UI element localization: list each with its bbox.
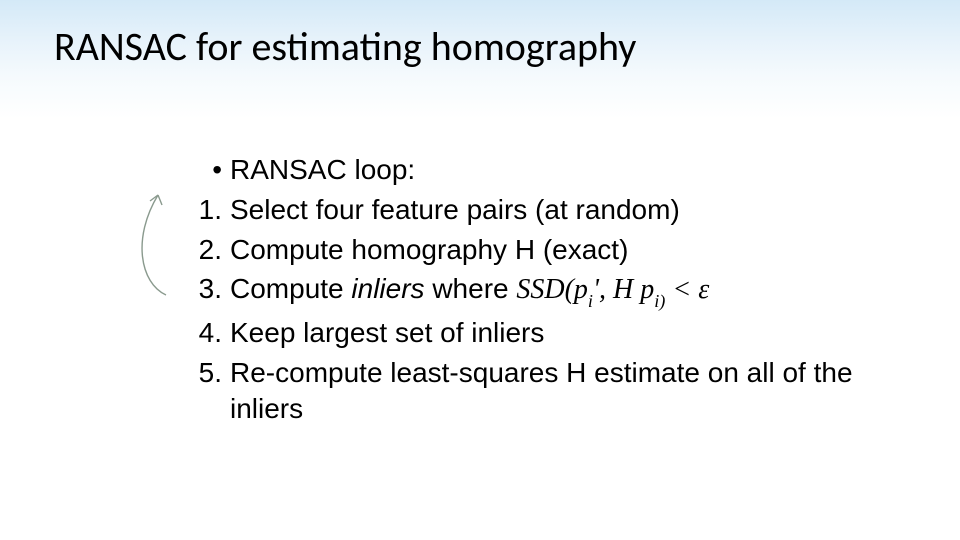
step3-mid: where	[425, 273, 517, 304]
step3-p2: p	[640, 274, 654, 305]
step-marker: 4.	[180, 315, 230, 351]
step3-inliers: inliers	[351, 273, 424, 304]
step-1: 1. Select four feature pairs (at random)	[180, 192, 880, 228]
step-marker: 1.	[180, 192, 230, 228]
step-5: 5. Re-compute least-squares H estimate o…	[180, 355, 880, 427]
bullet-marker: •	[180, 152, 230, 188]
content-list: • RANSAC loop: 1. Select four feature pa…	[180, 152, 880, 431]
step3-sub2: i)	[654, 291, 665, 311]
loop-arrow-icon	[122, 183, 182, 303]
step3-prefix: Compute	[230, 273, 351, 304]
step-4: 4. Keep largest set of inliers	[180, 315, 880, 351]
bullet-text: RANSAC loop:	[230, 152, 415, 188]
step3-lt: <	[665, 274, 698, 305]
slide-title: RANSAC for estimating homography	[54, 22, 636, 71]
step3-prime: ', H	[593, 274, 640, 305]
step3-eps: ε	[698, 274, 709, 305]
step3-ssd: SSD(p	[516, 274, 588, 305]
step-text: Compute inliers where SSD(pi', H pi) < ε	[230, 271, 709, 311]
step-marker: 5.	[180, 355, 230, 391]
step-2: 2. Compute homography H (exact)	[180, 232, 880, 268]
step-text: Compute homography H (exact)	[230, 232, 628, 268]
step3-sub1: i	[588, 291, 593, 311]
step-text: Select four feature pairs (at random)	[230, 192, 680, 228]
step-text: Keep largest set of inliers	[230, 315, 544, 351]
step-3: 3. Compute inliers where SSD(pi', H pi) …	[180, 271, 880, 311]
step-marker: 2.	[180, 232, 230, 268]
slide: RANSAC for estimating homography • RANSA…	[0, 0, 960, 540]
step-marker: 3.	[180, 271, 230, 307]
bullet-row: • RANSAC loop:	[180, 152, 880, 188]
step-text: Re-compute least-squares H estimate on a…	[230, 355, 880, 427]
